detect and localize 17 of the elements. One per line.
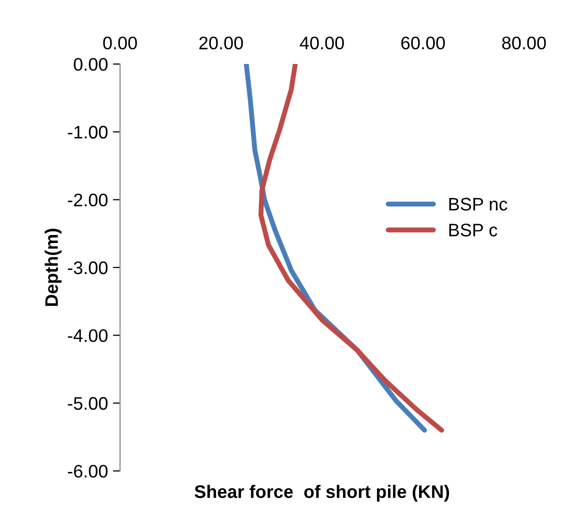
x-tick-label: 60.00: [401, 36, 445, 50]
x-tick-label: 80.00: [502, 36, 546, 50]
legend-label: BSP c: [449, 224, 498, 236]
y-tick-label: -4.00: [68, 329, 108, 342]
y-axis-title: Depth(m): [44, 228, 62, 306]
x-tick-label: 40.00: [300, 36, 344, 50]
y-tick-label: -2.00: [68, 194, 108, 206]
line-series: [258, 64, 444, 433]
y-tick-label: -3.00: [68, 261, 108, 274]
x-axis-title: Shear force of short pile (KN): [194, 484, 450, 502]
y-tick-label: -5.00: [68, 397, 108, 410]
y-tick-label: 0.00: [74, 58, 108, 71]
y-tick-label: -6.00: [68, 464, 108, 478]
y-tick-label: -1.00: [68, 126, 108, 139]
x-tick-label: 20.00: [199, 36, 243, 50]
x-tick-label: 0.00: [103, 36, 137, 50]
legend-label: BSP nc: [449, 198, 508, 211]
